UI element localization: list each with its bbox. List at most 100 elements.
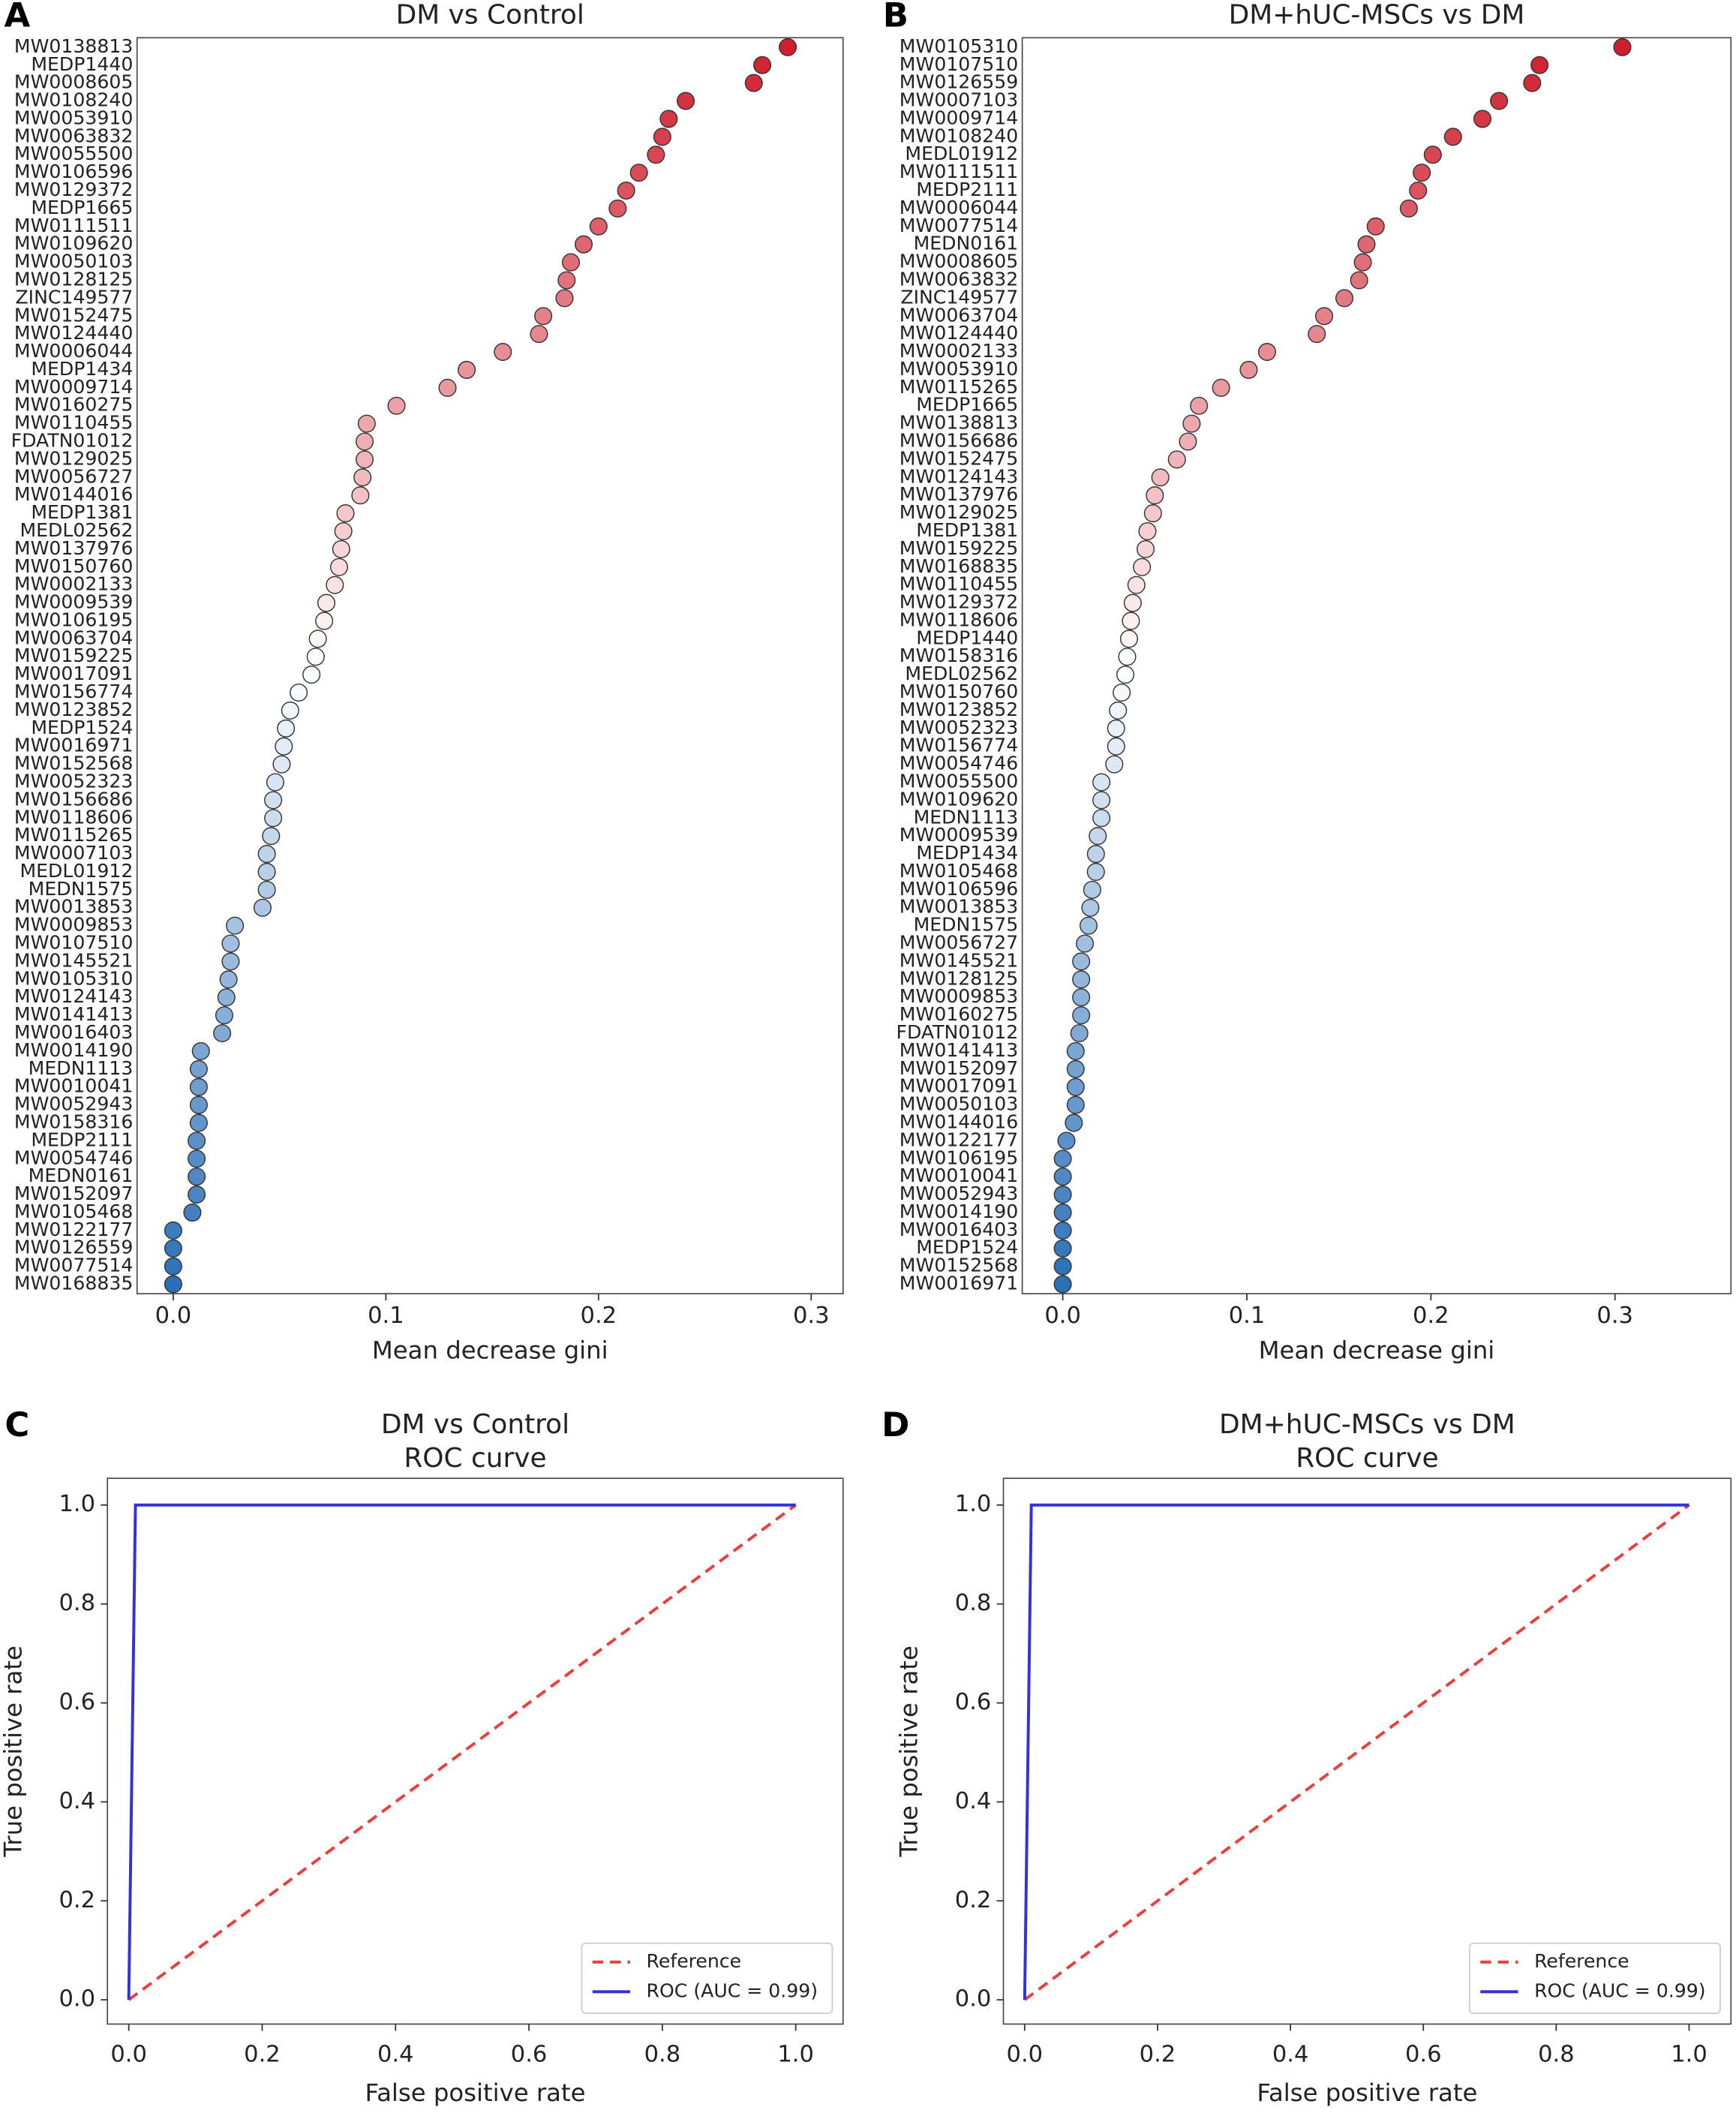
y-tick-label: MW0052943 [14,1093,133,1115]
y-tick-label: MW0006044 [900,197,1018,218]
dot [753,56,772,74]
dot [1138,521,1157,541]
y-tick-label: MW0013853 [14,896,133,918]
y-tick-label: MW0013853 [900,896,1018,918]
legend-label: Reference [647,1950,742,1972]
y-tick-label: MW0063832 [14,125,133,146]
dot [164,1239,182,1258]
y-tick-label: MW0152475 [14,304,133,326]
dot [1136,540,1155,558]
dot [1053,1203,1072,1222]
dot [262,827,281,846]
y-tick-label: MEDP1381 [916,519,1018,541]
dot [326,576,344,594]
dot [1116,666,1135,684]
dot [1190,396,1209,415]
y-tick-label: MW0129372 [900,591,1018,613]
y-tick-label: MW0107510 [14,932,133,954]
y-tick-label: MW0077514 [900,215,1018,236]
y-tick-label: MW0159225 [14,645,133,666]
y-tick-label: MW0077514 [14,1255,133,1276]
x-tick-label: 0.2 [1140,2041,1176,2067]
x-axis-label: Mean decrease gini [1259,1336,1495,1364]
dot [589,217,608,236]
dot [617,181,635,200]
y-tick-label: MW0016971 [900,1273,1018,1294]
dot [189,1078,208,1096]
y-tick-label: MW0053910 [14,107,133,128]
dot [1081,898,1100,917]
dot [1182,414,1201,433]
y-tick-label: MW0014190 [14,1039,133,1061]
y-tick-label: MW0144016 [14,483,133,505]
dot [1133,558,1152,576]
x-axis-label: False positive rate [1257,2078,1477,2107]
plot-frame [136,37,844,1294]
dot [315,612,334,630]
dot [1335,289,1354,308]
dot [217,988,236,1007]
y-tick-label: MW0056727 [900,932,1018,954]
x-tick-label: 0.2 [581,1303,617,1329]
dot [290,683,308,702]
dot [219,970,238,989]
y-tick-label: MW0145521 [14,949,133,971]
y-tick-label: 0.8 [955,1590,992,1616]
y-tick-label: MW0122177 [900,1129,1018,1150]
dot [1473,110,1492,128]
y-tick-label: MW0002133 [900,340,1018,362]
y-tick-label: MW0002133 [14,573,133,595]
dot [1127,576,1146,594]
y-tick-label: MW0158316 [900,645,1018,666]
dot [1072,952,1091,971]
y-tick-label: MW0054746 [14,1147,133,1168]
dot [306,648,325,666]
y-tick-label: MW0137976 [900,483,1018,505]
y-tick-label: MW0160275 [14,394,133,416]
y-tick-label: MW0152475 [900,447,1018,469]
y-tick-label: MW0115265 [14,824,133,846]
y-tick-label: 0.4 [59,1788,96,1814]
y-tick-label: MW0009714 [900,107,1018,128]
y-tick-label: MW0138813 [900,412,1018,434]
dot [530,325,548,344]
y-tick-label: MW0138813 [14,35,133,57]
dot [1119,630,1138,648]
dot [1212,378,1230,397]
y-tick-label: MW0006044 [14,340,133,362]
y-tick-label: MW0055500 [14,143,133,164]
dot [351,486,370,505]
x-tick-label: 0.0 [110,2041,147,2067]
dot [1167,450,1186,469]
dot [221,934,240,953]
dot [277,719,296,738]
x-tick-label: 0.6 [1405,2041,1442,2067]
y-tick-label: MEDP2111 [916,179,1018,200]
dot [1613,38,1632,56]
dot [1523,74,1542,92]
y-tick-label: MW0122177 [14,1219,133,1240]
y-tick-label: MEDL02562 [905,663,1018,684]
x-tick-label: 0.0 [155,1303,192,1329]
dot [264,809,283,828]
y-tick-label: MW0105468 [14,1201,133,1222]
dot [221,952,240,971]
dot [744,74,763,92]
dot [334,521,353,541]
y-tick-label: MEDP1665 [916,394,1018,416]
y-tick-label: 0.2 [955,1887,992,1913]
y-tick-label: MW0056727 [14,465,133,487]
dot [1314,307,1334,326]
y-tick-label: MW0016403 [14,1021,133,1043]
y-tick-label: MW0017091 [900,1075,1018,1097]
y-tick-label: MW0106195 [900,1147,1018,1168]
dot [188,1150,206,1168]
legend-label: ROC (AUC = 0.99) [1534,1979,1705,2001]
y-tick-label: 0.6 [59,1689,96,1715]
y-tick-label: MW0008605 [14,71,133,93]
series-line [1023,1503,1689,2000]
dot [264,791,283,810]
dot [183,1203,202,1222]
dot [1350,271,1368,290]
dot [226,916,245,935]
